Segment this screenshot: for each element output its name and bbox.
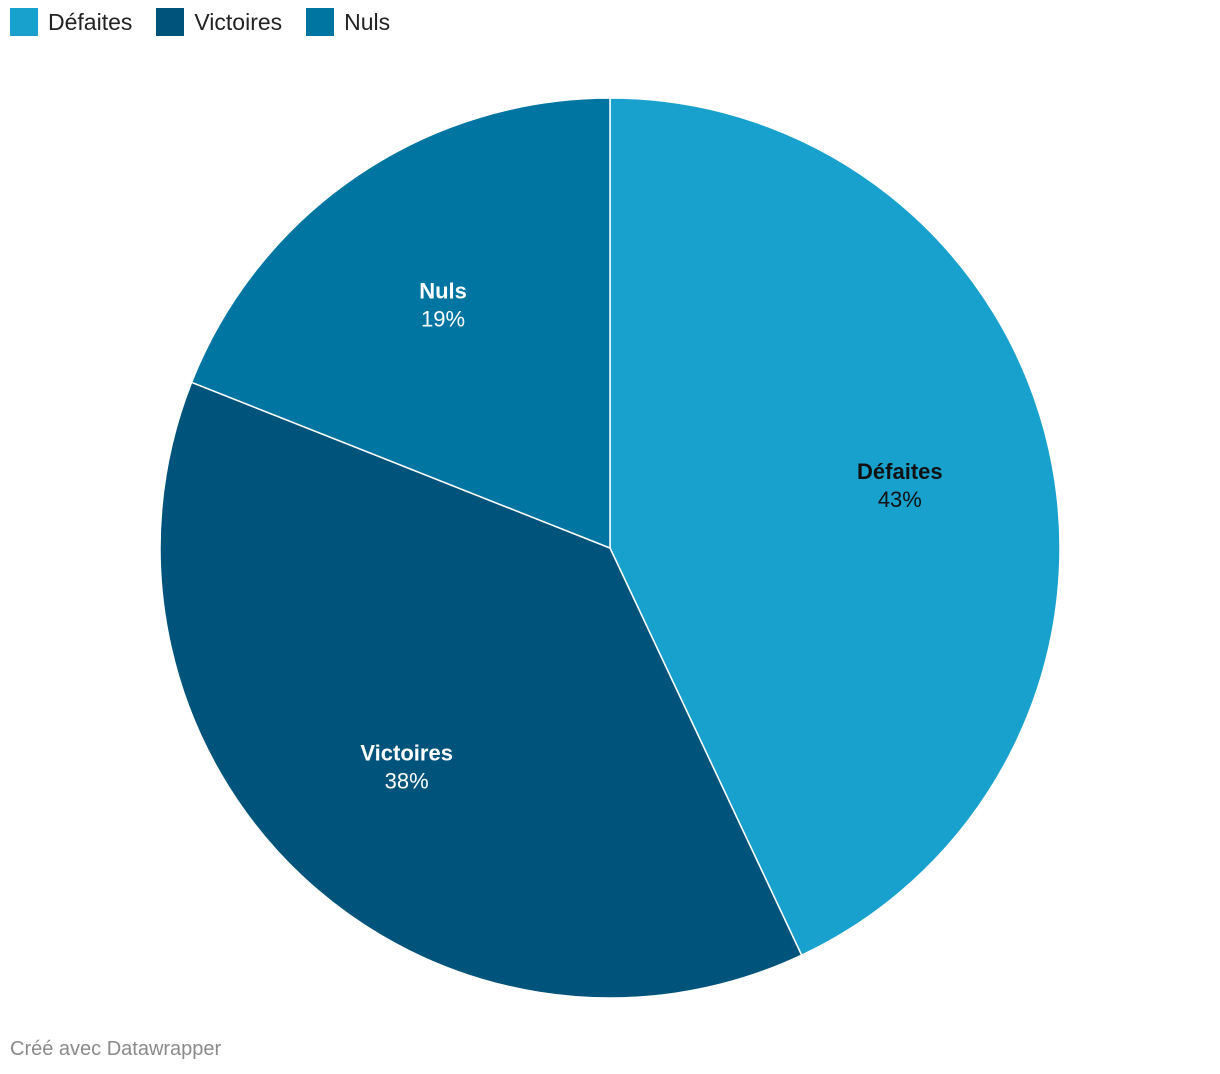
- pie-slice-nuls: [190, 97, 611, 550]
- legend-label-defaites: Défaites: [48, 8, 133, 35]
- pie-slice-victoires: [159, 381, 803, 999]
- slice-value-victoires: 38%: [385, 769, 429, 794]
- chart-legend: Défaites Victoires Nuls: [10, 8, 390, 36]
- legend-item-victoires: Victoires: [156, 8, 282, 36]
- legend-swatch-defaites: [10, 8, 38, 36]
- slice-label-nuls: Nuls: [419, 278, 467, 303]
- legend-swatch-victoires: [156, 8, 185, 36]
- slice-label-victoires: Victoires: [360, 741, 453, 766]
- datawrapper-credit: Créé avec Datawrapper: [10, 1038, 222, 1060]
- slice-value-defaites: 43%: [878, 487, 922, 512]
- legend-label-victoires: Victoires: [194, 8, 283, 35]
- slice-label-defaites: Défaites: [857, 459, 943, 484]
- legend-swatch-nuls: [306, 8, 335, 36]
- pie-slice-defaites: [609, 97, 1061, 957]
- legend-label-nuls: Nuls: [344, 8, 391, 35]
- legend-item-defaites: Défaites: [10, 8, 132, 36]
- legend-item-nuls: Nuls: [306, 8, 390, 36]
- slice-value-nuls: 19%: [421, 306, 465, 331]
